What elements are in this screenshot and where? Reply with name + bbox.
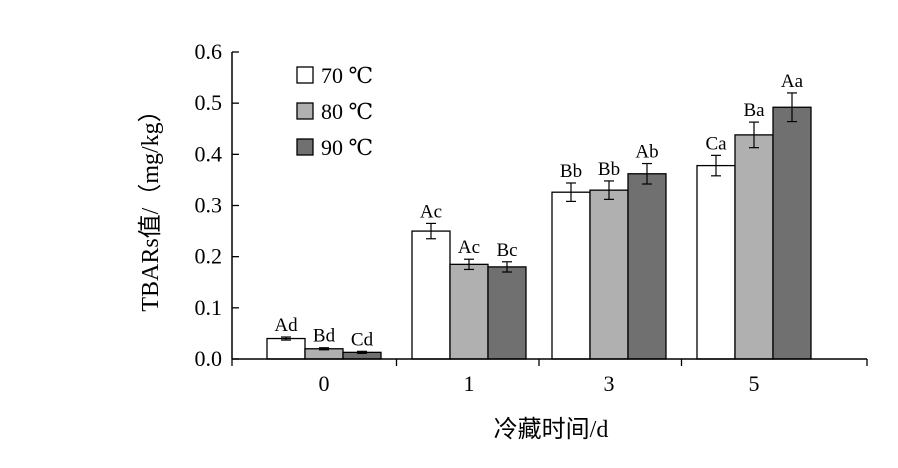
significance-label: Cd xyxy=(351,329,374,350)
bar xyxy=(266,337,306,360)
significance-label: Ca xyxy=(705,133,727,154)
significance-label: Ad xyxy=(274,315,298,336)
x-axis-title: 冷藏时间/d xyxy=(494,416,609,443)
bar xyxy=(734,134,774,360)
significance-label: Aa xyxy=(781,71,804,92)
significance-label: Ba xyxy=(743,100,765,121)
bar xyxy=(411,230,451,360)
significance-label: Bc xyxy=(496,240,517,261)
bar xyxy=(487,266,527,360)
y-axis-title: TBARs值/（mg/kg） xyxy=(137,98,164,311)
bar xyxy=(772,106,812,360)
legend-swatch xyxy=(296,66,314,84)
bar xyxy=(696,164,736,360)
significance-label: Bb xyxy=(560,161,582,182)
significance-label: Ab xyxy=(635,142,658,163)
bar xyxy=(589,189,629,360)
significance-label: Ac xyxy=(458,237,480,258)
y-tick-label: 0.4 xyxy=(195,141,223,166)
y-tick-label: 0.5 xyxy=(195,90,223,115)
y-tick-label: 0.0 xyxy=(195,346,223,371)
bar xyxy=(551,191,591,360)
significance-label: Bd xyxy=(313,326,336,347)
legend-swatch xyxy=(296,102,314,120)
bars-layer: Ad Ac Bb Ca Bd Ac Bb Ba Cd Bc Ab Aa xyxy=(266,71,812,360)
y-tick-label: 0.1 xyxy=(195,295,223,320)
y-tick-label: 0.2 xyxy=(195,244,223,269)
y-tick-label: 0.6 xyxy=(195,39,223,64)
legend-label: 90 ℃ xyxy=(321,135,373,160)
x-tick-label: 0 xyxy=(319,371,330,396)
axes-layer: 0.0 0.1 0.2 0.3 0.4 0.5 0.6 0 1 3 5 xyxy=(195,39,868,396)
x-tick-label: 5 xyxy=(749,371,760,396)
legend-label: 80 ℃ xyxy=(321,99,373,124)
bar xyxy=(449,263,489,360)
significance-label: Bb xyxy=(598,159,620,180)
x-tick-label: 3 xyxy=(604,371,615,396)
legend-label: 70 ℃ xyxy=(321,63,373,88)
legend-swatch xyxy=(296,138,314,156)
x-tick-label: 1 xyxy=(464,371,475,396)
significance-label: Ac xyxy=(420,201,442,222)
legend: 70 ℃ 80 ℃ 90 ℃ xyxy=(296,63,373,160)
bar xyxy=(627,173,667,360)
y-tick-label: 0.3 xyxy=(195,193,223,218)
